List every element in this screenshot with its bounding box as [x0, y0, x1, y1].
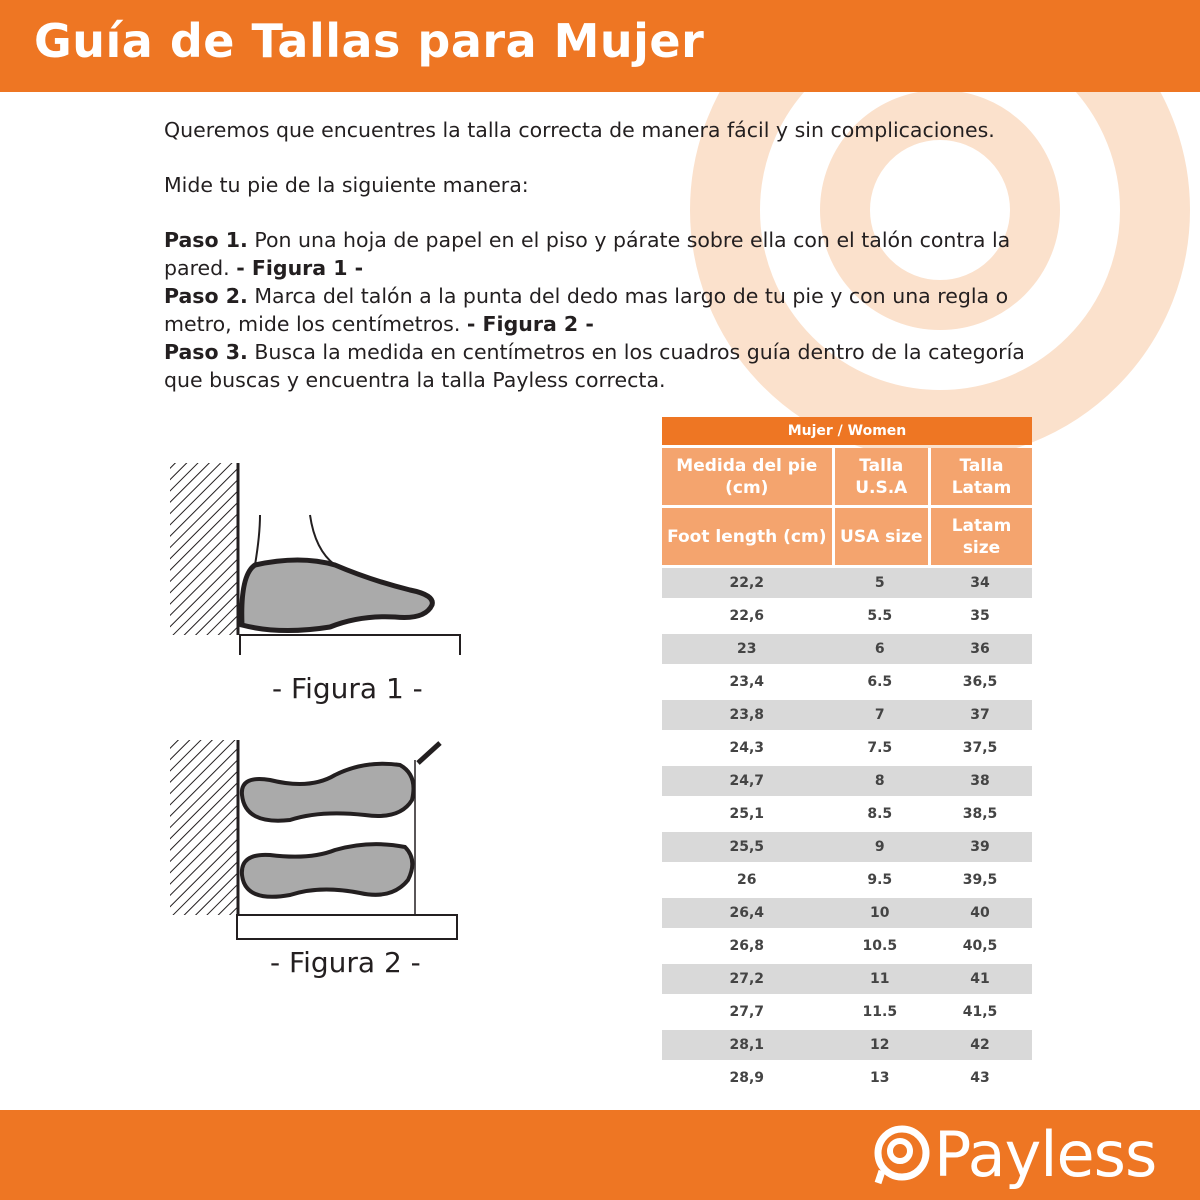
foot-length-cell: 23,4	[729, 674, 765, 690]
table-row: 28,1 12 42	[662, 1030, 1032, 1060]
usa-size-cell: 11	[831, 964, 929, 994]
latam-size-cell: 37	[928, 700, 1032, 730]
step-2: Paso 2. Marca del talón a la punta del d…	[164, 284, 1009, 336]
table-row: 23 6 36	[662, 634, 1032, 664]
usa-size-cell: 6.5	[867, 674, 893, 690]
foot-length-cell: 24,3	[729, 740, 765, 756]
page-title: Guía de Tallas para Mujer	[34, 14, 705, 68]
figure-2-label: - Figura 2 -	[270, 946, 421, 979]
usa-size-cell: 12	[831, 1030, 929, 1060]
latam-size-cell: 43	[970, 1070, 990, 1086]
foot-length-cell: 28,9	[729, 1070, 765, 1086]
figure-2-footprint-illustration	[170, 740, 458, 940]
latam-size-cell: 38,5	[962, 806, 998, 822]
usa-size-cell: 11.5	[862, 1004, 898, 1020]
usa-size-cell: 5.5	[867, 608, 893, 624]
intro-text: Queremos que encuentres la talla correct…	[164, 118, 995, 142]
usa-size-cell: 7.5	[867, 740, 893, 756]
latam-size-cell: 39,5	[962, 872, 998, 888]
instructions: Queremos que encuentres la talla correct…	[164, 116, 1064, 394]
table-row: 25,5 9 39	[662, 832, 1032, 862]
foot-length-cell: 23	[662, 634, 832, 664]
table-row: 23,8 7 37	[662, 700, 1032, 730]
header-usa-en: USA size	[831, 508, 929, 565]
header-foot-length-en: Foot length (cm)	[662, 508, 832, 565]
figure-1-foot-illustration	[170, 463, 461, 655]
foot-length-cell: 25,1	[729, 806, 765, 822]
usa-size-cell: 5	[831, 568, 929, 598]
usa-size-cell: 9	[831, 832, 929, 862]
table-row: 22,6 5.5 35	[662, 601, 1032, 631]
header-latam-en: Latam size	[928, 508, 1032, 565]
table-row: 24,7 8 38	[662, 766, 1032, 796]
foot-length-cell: 27,7	[729, 1004, 765, 1020]
latam-size-cell: 40	[928, 898, 1032, 928]
payless-logo: Payless	[870, 1118, 1157, 1191]
foot-length-cell: 27,2	[662, 964, 832, 994]
usa-size-cell: 10.5	[862, 938, 898, 954]
table-row: 28,9 13 43	[662, 1063, 1032, 1093]
size-chart-table: Mujer / Women Medida del pie (cm) Talla …	[662, 414, 1032, 1096]
foot-length-cell: 28,1	[662, 1030, 832, 1060]
foot-length-cell: 25,5	[662, 832, 832, 862]
latam-size-cell: 40,5	[962, 938, 998, 954]
foot-length-cell: 26,4	[662, 898, 832, 928]
table-row: 26,8 10.5 40,5	[662, 931, 1032, 961]
payless-logo-text: Payless	[934, 1118, 1157, 1191]
latam-size-cell: 34	[928, 568, 1032, 598]
usa-size-cell: 10	[831, 898, 929, 928]
step-3: Paso 3. Busca la medida en centímetros e…	[164, 340, 1025, 392]
usa-size-cell: 6	[831, 634, 929, 664]
table-row: 26 9.5 39,5	[662, 865, 1032, 895]
table-row: 27,2 11 41	[662, 964, 1032, 994]
latam-size-cell: 36	[928, 634, 1032, 664]
table-row: 22,2 5 34	[662, 568, 1032, 598]
foot-length-cell: 26	[737, 872, 757, 888]
table-row: 26,4 10 40	[662, 898, 1032, 928]
latam-size-cell: 38	[928, 766, 1032, 796]
header-latam-es: Talla Latam	[928, 448, 1032, 505]
usa-size-cell: 8	[831, 766, 929, 796]
latam-size-cell: 35	[970, 608, 990, 624]
footer-bar	[0, 1110, 1200, 1200]
table-row: 24,3 7.5 37,5	[662, 733, 1032, 763]
payless-logo-icon	[874, 1125, 930, 1184]
measure-text: Mide tu pie de la siguiente manera:	[164, 173, 529, 197]
table-row: 25,1 8.5 38,5	[662, 799, 1032, 829]
foot-length-cell: 22,2	[662, 568, 832, 598]
table-row: 27,7 11.5 41,5	[662, 997, 1032, 1027]
foot-length-cell: 23,8	[662, 700, 832, 730]
header-foot-length-es: Medida del pie (cm)	[662, 448, 832, 505]
header-usa-es: Talla U.S.A	[831, 448, 929, 505]
foot-length-cell: 24,7	[662, 766, 832, 796]
latam-size-cell: 41,5	[962, 1004, 998, 1020]
latam-size-cell: 41	[928, 964, 1032, 994]
foot-length-cell: 22,6	[729, 608, 765, 624]
foot-length-cell: 26,8	[729, 938, 765, 954]
usa-size-cell: 9.5	[867, 872, 893, 888]
latam-size-cell: 36,5	[962, 674, 998, 690]
latam-size-cell: 39	[928, 832, 1032, 862]
table-title: Mujer / Women	[662, 417, 1032, 445]
usa-size-cell: 13	[870, 1070, 890, 1086]
latam-size-cell: 37,5	[962, 740, 998, 756]
step-1: Paso 1. Pon una hoja de papel en el piso…	[164, 228, 1011, 280]
header-bar: Guía de Tallas para Mujer	[0, 0, 1200, 92]
usa-size-cell: 7	[831, 700, 929, 730]
table-row: 23,4 6.5 36,5	[662, 667, 1032, 697]
latam-size-cell: 42	[928, 1030, 1032, 1060]
figure-1-label: - Figura 1 -	[272, 672, 423, 705]
usa-size-cell: 8.5	[867, 806, 893, 822]
